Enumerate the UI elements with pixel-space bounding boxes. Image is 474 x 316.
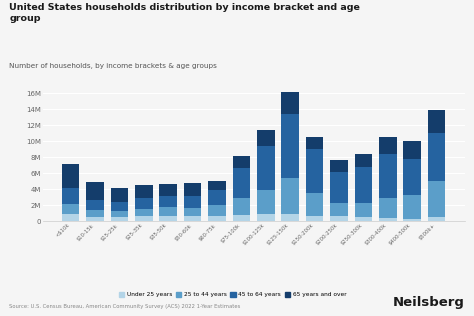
Bar: [184, 216, 201, 221]
Text: Neilsberg: Neilsberg: [392, 296, 465, 309]
Legend: Under 25 years, 25 to 44 years, 45 to 64 years, 65 years and over: Under 25 years, 25 to 44 years, 45 to 64…: [116, 290, 349, 300]
Bar: [355, 217, 372, 221]
Bar: [330, 203, 348, 216]
Bar: [379, 137, 397, 154]
Bar: [110, 188, 128, 202]
Bar: [428, 110, 446, 133]
Bar: [110, 217, 128, 221]
Bar: [208, 216, 226, 221]
Bar: [184, 196, 201, 208]
Bar: [184, 208, 201, 216]
Bar: [306, 137, 323, 149]
Bar: [282, 179, 299, 215]
Bar: [159, 196, 177, 207]
Bar: [86, 182, 104, 200]
Bar: [159, 207, 177, 216]
Bar: [257, 146, 274, 190]
Bar: [62, 188, 80, 204]
Bar: [379, 198, 397, 218]
Bar: [282, 215, 299, 221]
Bar: [159, 185, 177, 196]
Text: Source: U.S. Census Bureau, American Community Survey (ACS) 2022 1-Year Estimate: Source: U.S. Census Bureau, American Com…: [9, 304, 241, 309]
Bar: [282, 92, 299, 114]
Bar: [403, 195, 421, 219]
Bar: [306, 216, 323, 221]
Bar: [330, 216, 348, 221]
Bar: [257, 130, 274, 146]
Bar: [355, 167, 372, 203]
Text: United States households distribution by income bracket and age
group: United States households distribution by…: [9, 3, 360, 23]
Bar: [159, 216, 177, 221]
Bar: [355, 154, 372, 167]
Bar: [330, 161, 348, 173]
Bar: [233, 168, 250, 198]
Bar: [428, 133, 446, 181]
Bar: [233, 156, 250, 168]
Bar: [135, 198, 153, 209]
Bar: [306, 193, 323, 216]
Bar: [86, 217, 104, 221]
Bar: [379, 154, 397, 198]
Bar: [184, 183, 201, 196]
Bar: [208, 205, 226, 216]
Bar: [233, 215, 250, 221]
Bar: [403, 141, 421, 159]
Bar: [355, 203, 372, 217]
Bar: [403, 219, 421, 221]
Bar: [330, 173, 348, 203]
Bar: [208, 191, 226, 205]
Bar: [135, 209, 153, 216]
Bar: [208, 181, 226, 191]
Bar: [86, 210, 104, 217]
Bar: [306, 149, 323, 193]
Bar: [62, 214, 80, 221]
Bar: [86, 200, 104, 210]
Bar: [428, 217, 446, 221]
Text: Number of households, by income brackets & age groups: Number of households, by income brackets…: [9, 63, 218, 69]
Bar: [110, 211, 128, 217]
Bar: [257, 190, 274, 214]
Bar: [403, 159, 421, 195]
Bar: [233, 198, 250, 215]
Bar: [379, 218, 397, 221]
Bar: [282, 114, 299, 179]
Bar: [62, 164, 80, 188]
Bar: [62, 204, 80, 214]
Bar: [110, 202, 128, 211]
Bar: [428, 181, 446, 217]
Bar: [257, 214, 274, 221]
Bar: [135, 216, 153, 221]
Bar: [135, 185, 153, 198]
